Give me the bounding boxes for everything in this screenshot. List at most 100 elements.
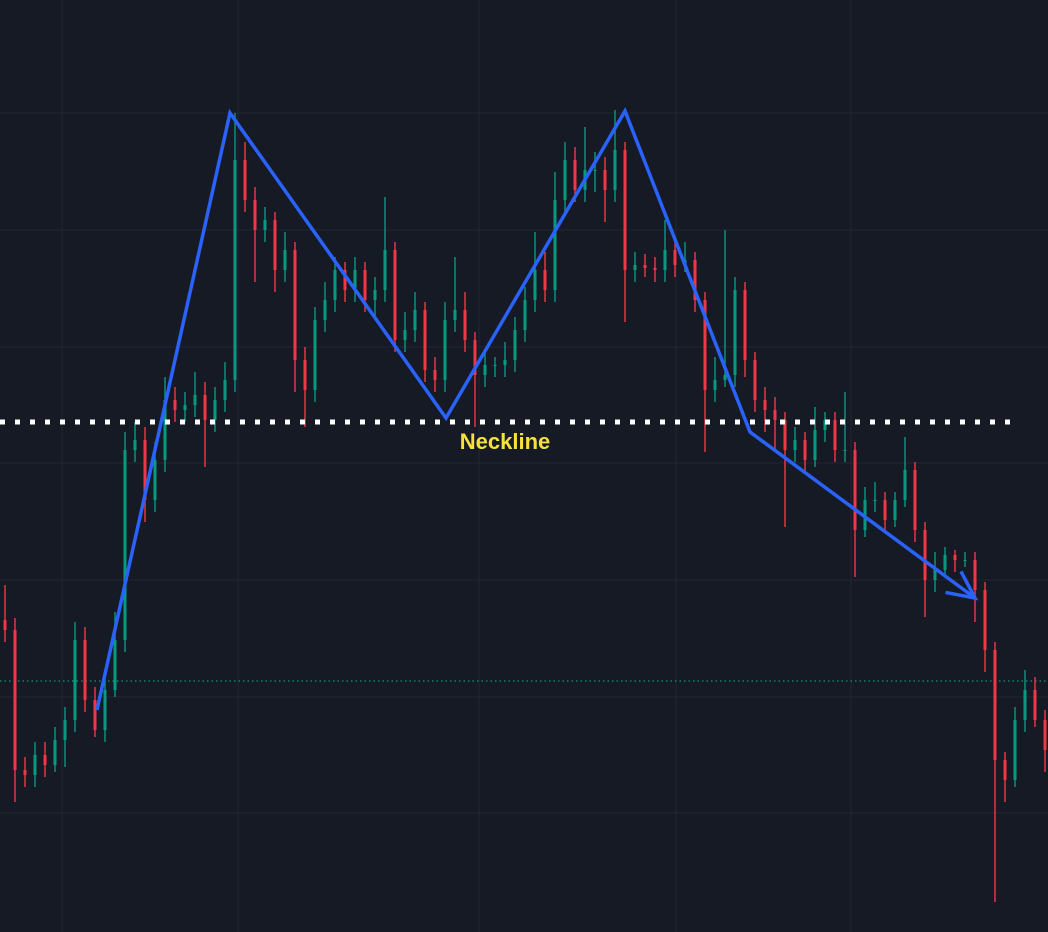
- candle-body: [793, 440, 797, 450]
- candle-body: [693, 260, 697, 300]
- candle-body: [503, 360, 507, 365]
- candle-body: [323, 300, 327, 320]
- candle-body: [663, 250, 667, 270]
- candle-body: [123, 450, 127, 640]
- candle-body: [973, 560, 977, 590]
- candle-body: [33, 755, 37, 775]
- candle-body: [43, 755, 47, 765]
- candle-body: [633, 265, 637, 270]
- candle-body: [443, 320, 447, 380]
- candle-body: [363, 270, 367, 300]
- candle-body: [83, 640, 87, 700]
- candle-body: [433, 370, 437, 380]
- candle-body: [453, 310, 457, 320]
- candle-body: [743, 290, 747, 360]
- candle-body: [273, 220, 277, 270]
- candle-body: [643, 265, 647, 268]
- candle-body: [1003, 760, 1007, 780]
- candle-body: [233, 160, 237, 380]
- candle-body: [1013, 720, 1017, 780]
- candle-body: [1043, 720, 1047, 750]
- candle-body: [333, 270, 337, 300]
- candle-body: [343, 270, 347, 290]
- candle-body: [953, 555, 957, 560]
- candle-body: [833, 420, 837, 450]
- candle-body: [423, 310, 427, 370]
- candle-body: [893, 500, 897, 520]
- candle-body: [913, 470, 917, 530]
- arrow-head: [945, 570, 979, 601]
- candle-body: [113, 640, 117, 690]
- candle-body: [53, 740, 57, 765]
- candle-body: [153, 460, 157, 500]
- candle-body: [983, 590, 987, 650]
- candle-body: [93, 700, 97, 730]
- candle-body: [823, 420, 827, 430]
- candle-body: [103, 690, 107, 730]
- candle-body: [403, 330, 407, 340]
- candle-body: [313, 320, 317, 390]
- candle-body: [883, 500, 887, 520]
- candle-body: [213, 400, 217, 420]
- candle-body: [393, 250, 397, 340]
- candle-body: [173, 400, 177, 410]
- candle-body: [473, 340, 477, 375]
- candle-body: [653, 268, 657, 270]
- candle-body: [253, 200, 257, 230]
- candle-body: [773, 410, 777, 420]
- candle-body: [353, 270, 357, 290]
- candle-body: [673, 250, 677, 265]
- candle-body: [63, 720, 67, 740]
- candle-body: [193, 395, 197, 405]
- pattern-line: [95, 106, 977, 711]
- candle-body: [783, 420, 787, 450]
- candle-body: [933, 570, 937, 580]
- candle-body: [553, 200, 557, 290]
- candle-body: [483, 365, 487, 375]
- candle-body: [513, 330, 517, 360]
- candle-body: [143, 440, 147, 500]
- candle-body: [923, 530, 927, 580]
- candle-body: [853, 450, 857, 530]
- candle-body: [133, 440, 137, 450]
- candle-body: [903, 470, 907, 500]
- candle-body: [533, 270, 537, 300]
- candle-body: [283, 250, 287, 270]
- candle-body: [1033, 690, 1037, 720]
- candle-body: [963, 560, 967, 561]
- candle-body: [753, 360, 757, 400]
- candle-body: [203, 395, 207, 420]
- candle-body: [373, 290, 377, 300]
- candle-body: [803, 440, 807, 460]
- candle-body: [303, 360, 307, 390]
- candle-body: [603, 170, 607, 190]
- candle-body: [573, 160, 577, 190]
- candle-body: [493, 365, 497, 366]
- candle-body: [543, 270, 547, 290]
- candle-body: [463, 310, 467, 340]
- candle-body: [713, 380, 717, 390]
- candle-body: [243, 160, 247, 200]
- candle-body: [523, 300, 527, 330]
- candle-body: [3, 620, 7, 630]
- candle-body: [223, 380, 227, 400]
- candle-body: [843, 450, 847, 451]
- candle-body: [613, 150, 617, 190]
- candle-body: [263, 220, 267, 230]
- candle-body: [563, 160, 567, 200]
- candle-body: [383, 250, 387, 290]
- candle-body: [813, 430, 817, 460]
- candle-body: [733, 290, 737, 375]
- candle-body: [163, 400, 167, 460]
- candle-body: [593, 170, 597, 171]
- candle-body: [623, 150, 627, 270]
- candle-body: [723, 375, 727, 380]
- candle-body: [413, 310, 417, 330]
- candle-body: [23, 770, 27, 775]
- candle-body: [183, 405, 187, 410]
- candle-body: [763, 400, 767, 410]
- candle-body: [1023, 690, 1027, 720]
